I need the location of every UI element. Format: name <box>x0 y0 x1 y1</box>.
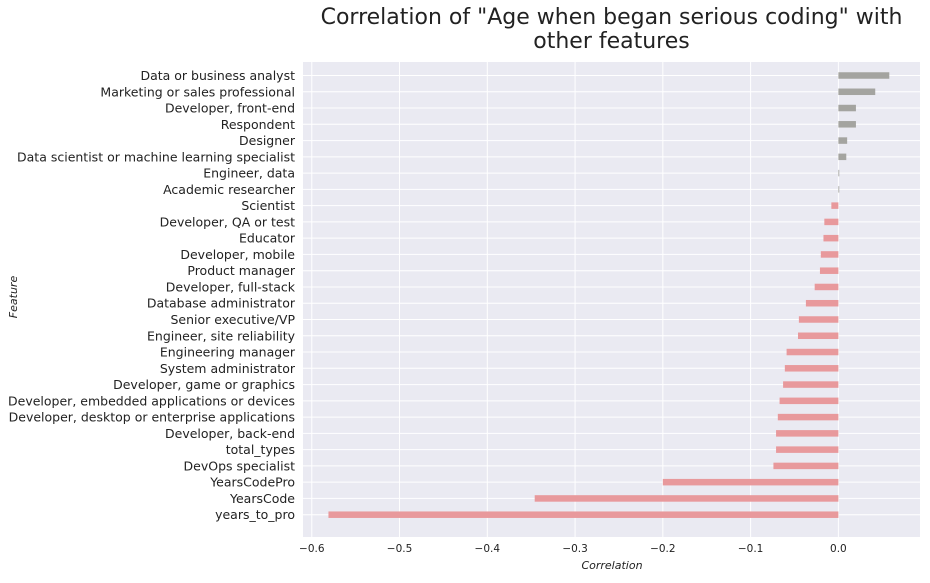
y-tick-label: Engineering manager <box>160 345 296 360</box>
bar <box>838 72 890 79</box>
y-tick-label: Data scientist or machine learning speci… <box>17 149 295 164</box>
x-tick-label: −0.2 <box>650 543 676 555</box>
bar <box>776 430 839 437</box>
x-tick-label: −0.3 <box>562 543 588 555</box>
bar <box>838 104 856 112</box>
bar <box>805 299 839 307</box>
y-tick-label: years_to_pro <box>215 507 295 522</box>
bar <box>534 495 839 502</box>
y-tick-label: Educator <box>239 231 296 246</box>
bar <box>328 511 839 518</box>
bar <box>824 218 839 226</box>
x-axis-label: Correlation <box>581 559 642 572</box>
y-tick-label: Engineer, data <box>203 166 295 181</box>
y-tick-label: Developer, QA or test <box>160 214 295 229</box>
bar <box>773 462 839 470</box>
bar <box>798 332 839 340</box>
bar <box>838 186 840 193</box>
y-axis-label: Feature <box>7 276 20 319</box>
y-tick-label: Developer, game or graphics <box>113 377 295 392</box>
y-tick-label: Developer, mobile <box>180 247 295 262</box>
y-tick-label: Academic researcher <box>163 182 296 197</box>
x-tick-label: 0.0 <box>830 543 847 555</box>
y-tick-label: YearsCodePro <box>209 475 295 490</box>
bar <box>823 234 839 242</box>
x-tick-label: −0.1 <box>738 543 764 555</box>
x-tick-label: −0.5 <box>387 543 413 555</box>
bar <box>779 397 839 405</box>
y-tick-label: Developer, back-end <box>165 426 295 441</box>
y-tick-label: Developer, desktop or enterprise applica… <box>9 410 295 425</box>
bar <box>819 267 839 274</box>
bar <box>784 365 839 372</box>
bar <box>777 413 839 421</box>
bar <box>798 316 839 323</box>
y-tick-label: Product manager <box>187 263 295 278</box>
y-tick-label: Developer, full-stack <box>166 279 296 294</box>
x-tick-labels: −0.6 −0.5 −0.4 −0.3 −0.2 −0.1 0.0 <box>299 543 847 555</box>
chart-title: Correlation of "Age when began serious c… <box>320 5 903 54</box>
y-tick-label: System administrator <box>160 361 296 376</box>
bar <box>783 381 839 388</box>
y-tick-label: Senior executive/VP <box>170 312 295 327</box>
y-tick-label: Data or business analyst <box>140 68 295 83</box>
y-tick-label: YearsCode <box>229 491 295 506</box>
x-tick-label: −0.4 <box>475 543 501 555</box>
bar <box>776 446 839 453</box>
y-tick-label: total_types <box>226 442 295 457</box>
y-tick-label: Respondent <box>221 117 295 132</box>
y-tick-label: Developer, front-end <box>165 101 295 116</box>
bars <box>328 72 890 518</box>
x-tick-label: −0.6 <box>299 543 325 555</box>
y-tick-label: Marketing or sales professional <box>100 84 295 99</box>
y-tick-label: Scientist <box>241 198 295 213</box>
bar <box>786 348 839 356</box>
bar <box>838 88 876 96</box>
plot-background <box>303 62 920 537</box>
bar <box>838 137 848 144</box>
bar <box>838 121 856 128</box>
bar <box>838 153 847 161</box>
y-tick-label: Database administrator <box>147 296 296 311</box>
bar <box>814 283 839 291</box>
bar <box>662 478 839 486</box>
bar <box>820 251 839 258</box>
y-tick-label: Designer <box>239 133 296 148</box>
y-tick-label: DevOps specialist <box>184 458 296 473</box>
bar <box>831 202 839 209</box>
y-tick-label: Engineer, site reliability <box>147 328 296 343</box>
bar <box>838 169 840 177</box>
y-tick-label: Developer, embedded applications or devi… <box>8 393 295 408</box>
